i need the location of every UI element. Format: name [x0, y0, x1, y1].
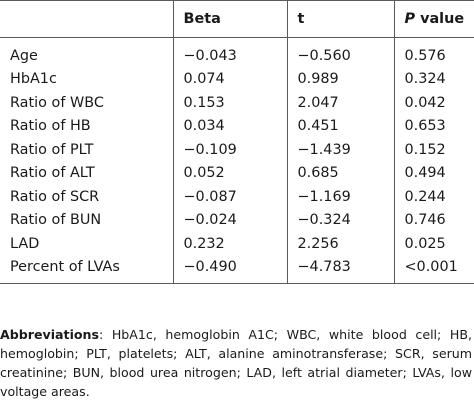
- header-t: t: [286, 0, 395, 38]
- table-row: LAD 0.232 2.256 0.025: [0, 232, 474, 256]
- cell-t: 0.685: [286, 161, 395, 185]
- cell-beta: 0.052: [172, 161, 288, 185]
- cell-t: 0.451: [286, 114, 395, 138]
- cell-variable: Percent of LVAs: [0, 255, 174, 284]
- cell-beta: 0.153: [172, 91, 288, 115]
- table-header-row: Beta t P value: [0, 0, 474, 38]
- cell-variable: Ratio of PLT: [0, 138, 174, 162]
- footnote: Abbreviations: HbA1c, hemoglobin A1C; WB…: [0, 325, 472, 401]
- cell-beta: 0.074: [172, 67, 288, 91]
- header-beta: Beta: [172, 0, 288, 38]
- cell-beta: −0.109: [172, 138, 288, 162]
- cell-t: −4.783: [286, 255, 395, 284]
- cell-p-value: 0.653: [393, 114, 474, 138]
- cell-t: −0.324: [286, 208, 395, 232]
- header-p-value: P value: [393, 0, 474, 38]
- header-p-italic: P: [404, 11, 416, 27]
- table-row: HbA1c 0.074 0.989 0.324: [0, 67, 474, 91]
- regression-table: Beta t P value Age −0.043 −0.560 0.576 HbA1c…: [0, 0, 474, 284]
- cell-t: 2.256: [286, 232, 395, 256]
- cell-variable: Ratio of ALT: [0, 161, 174, 185]
- table-row: Ratio of WBC 0.153 2.047 0.042: [0, 91, 474, 115]
- cell-beta: 0.034: [172, 114, 288, 138]
- cell-p-value: 0.746: [393, 208, 474, 232]
- cell-beta: 0.232: [172, 232, 288, 256]
- cell-p-value: 0.152: [393, 138, 474, 162]
- cell-variable: HbA1c: [0, 67, 174, 91]
- table-row: Ratio of BUN −0.024 −0.324 0.746: [0, 208, 474, 232]
- cell-p-value: 0.324: [393, 67, 474, 91]
- table-row: Ratio of HB 0.034 0.451 0.653: [0, 114, 474, 138]
- cell-t: −1.169: [286, 185, 395, 209]
- cell-p-value: 0.244: [393, 185, 474, 209]
- footnote-text: : HbA1c, hemoglobin A1C; WBC, white bloo…: [0, 327, 472, 399]
- cell-variable: LAD: [0, 232, 174, 256]
- cell-variable: Ratio of SCR: [0, 185, 174, 209]
- cell-beta: −0.024: [172, 208, 288, 232]
- cell-p-value: 0.494: [393, 161, 474, 185]
- table-row: Ratio of PLT −0.109 −1.439 0.152: [0, 138, 474, 162]
- cell-beta: −0.490: [172, 255, 288, 284]
- cell-p-value: 0.025: [393, 232, 474, 256]
- table-body: Age −0.043 −0.560 0.576 HbA1c 0.074 0.989 0.324…: [0, 37, 474, 284]
- regression-table-container: Beta t P value Age −0.043 −0.560 0.576 HbA1c…: [0, 0, 474, 284]
- cell-beta: −0.043: [172, 37, 288, 68]
- cell-p-value: 0.042: [393, 91, 474, 115]
- table-row: Percent of LVAs −0.490 −4.783 <0.001: [0, 255, 474, 284]
- footnote-label: Abbreviations: [0, 327, 100, 342]
- cell-beta: −0.087: [172, 185, 288, 209]
- cell-t: −0.560: [286, 37, 395, 68]
- cell-t: 2.047: [286, 91, 395, 115]
- header-variable: [0, 0, 174, 38]
- cell-p-value: 0.576: [393, 37, 474, 68]
- table-row: Age −0.043 −0.560 0.576: [0, 37, 474, 68]
- cell-variable: Ratio of BUN: [0, 208, 174, 232]
- table-row: Ratio of SCR −0.087 −1.169 0.244: [0, 185, 474, 209]
- cell-p-value: <0.001: [393, 255, 474, 284]
- header-p-rest: value: [415, 11, 465, 27]
- cell-t: −1.439: [286, 138, 395, 162]
- cell-variable: Ratio of HB: [0, 114, 174, 138]
- table-row: Ratio of ALT 0.052 0.685 0.494: [0, 161, 474, 185]
- cell-t: 0.989: [286, 67, 395, 91]
- cell-variable: Ratio of WBC: [0, 91, 174, 115]
- cell-variable: Age: [0, 37, 174, 68]
